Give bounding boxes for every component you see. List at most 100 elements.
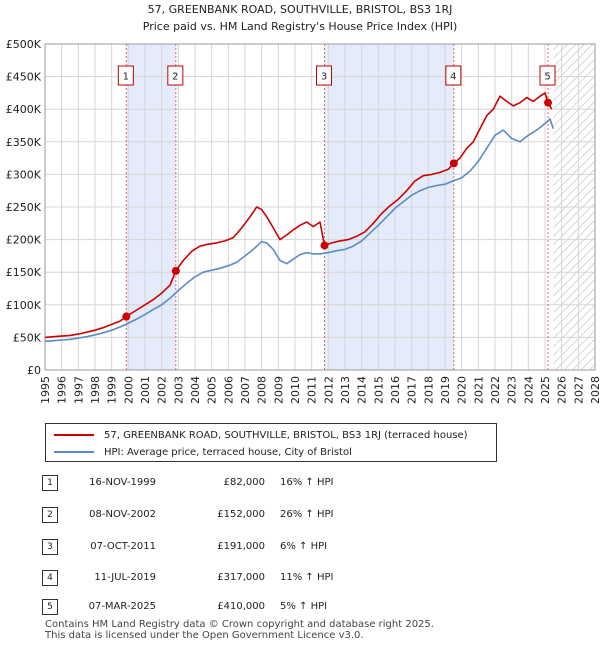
legend-label-hpi: HPI: Average price, terraced house, City… — [104, 446, 352, 458]
plot-border — [44, 43, 596, 371]
y-tick-label: £450K — [6, 71, 42, 84]
sale-label-box — [445, 65, 462, 86]
x-tick-label: 2015 — [372, 376, 385, 404]
sale-date: 16-NOV-1999 — [89, 477, 156, 488]
x-tick-label: 2011 — [306, 376, 319, 404]
sale-number-badge: 5 — [42, 599, 58, 615]
x-tick-label: 2003 — [172, 376, 185, 404]
x-tick-label: 2023 — [506, 376, 519, 404]
sale-point — [320, 241, 329, 250]
x-tick-label: 2028 — [589, 376, 600, 404]
x-tick-label: 2006 — [222, 376, 235, 404]
x-tick-label: 1999 — [106, 376, 119, 404]
sale-label: 2 — [172, 72, 178, 83]
sale-date: 11-JUL-2019 — [94, 572, 156, 583]
sale-price: £152,000 — [217, 509, 265, 520]
x-tick-label: 1997 — [72, 376, 85, 404]
x-tick-label: 2021 — [472, 376, 485, 404]
sale-price: £317,000 — [217, 572, 265, 583]
sale-date: 08-NOV-2002 — [89, 509, 156, 520]
sale-label: 5 — [544, 72, 550, 83]
x-tick-label: 2002 — [156, 376, 169, 404]
chart-title: 57, GREENBANK ROAD, SOUTHVILLE, BRISTOL,… — [148, 3, 453, 16]
legend-label-property: 57, GREENBANK ROAD, SOUTHVILLE, BRISTOL,… — [104, 429, 468, 441]
x-tick-label: 2024 — [522, 376, 535, 404]
x-tick-label: 2016 — [389, 376, 402, 404]
x-tick-label: 2004 — [189, 376, 202, 404]
price-chart: 57, GREENBANK ROAD, SOUTHVILLE, BRISTOL,… — [6, 3, 600, 404]
sale-label: 3 — [321, 72, 327, 83]
sale-number-badge: 1 — [42, 475, 58, 491]
hpi-line — [44, 118, 555, 343]
sale-label-box — [316, 65, 332, 86]
sale-date: 07-MAR-2025 — [88, 601, 156, 612]
x-tick-label: 2017 — [406, 376, 419, 404]
y-tick-label: £100K — [6, 299, 42, 312]
x-tick-label: 2027 — [572, 376, 585, 404]
sale-hpi-diff: 26% ↑ HPI — [280, 509, 334, 520]
x-tick-label: 1996 — [56, 376, 69, 404]
x-tick-label: 2001 — [139, 376, 152, 404]
x-tick-label: 2007 — [239, 376, 252, 404]
sale-price: £82,000 — [223, 477, 265, 488]
chart-legend: 57, GREENBANK ROAD, SOUTHVILLE, BRISTOL,… — [45, 423, 497, 462]
x-tick-label: 1995 — [39, 376, 52, 404]
x-tick-label: 2026 — [556, 376, 569, 404]
x-tick-label: 2020 — [456, 376, 469, 404]
sale-label-box — [117, 65, 134, 86]
legend-item-property: 57, GREENBANK ROAD, SOUTHVILLE, BRISTOL,… — [54, 428, 468, 442]
footer-licence: This data is licensed under the Open Gov… — [45, 630, 364, 641]
y-tick-label: £0 — [27, 364, 41, 377]
sale-number-badge: 4 — [42, 570, 58, 586]
legend-item-hpi: HPI: Average price, terraced house, City… — [54, 445, 352, 459]
sale-row: 2 08-NOV-2002 £152,000 26% ↑ HPI — [0, 507, 600, 525]
sale-point — [449, 159, 458, 168]
x-tick-label: 2012 — [322, 376, 335, 404]
x-tick-label: 2008 — [256, 376, 269, 404]
sale-hpi-diff: 6% ↑ HPI — [280, 541, 328, 552]
sale-row: 3 07-OCT-2011 £191,000 6% ↑ HPI — [0, 539, 600, 557]
y-tick-label: £250K — [6, 201, 42, 214]
x-tick-label: 2018 — [422, 376, 435, 404]
sale-hpi-diff: 11% ↑ HPI — [280, 572, 334, 583]
x-tick-label: 2009 — [272, 376, 285, 404]
sale-point — [544, 98, 552, 107]
y-tick-label: £500K — [6, 38, 42, 51]
legend-swatch-property — [54, 434, 94, 436]
sale-label-box — [539, 65, 556, 86]
property-price-line — [44, 92, 553, 339]
sale-point — [171, 266, 180, 275]
sale-price: £191,000 — [217, 541, 265, 552]
x-tick-label: 2019 — [439, 376, 452, 404]
legend-swatch-hpi — [54, 451, 94, 453]
sale-hpi-diff: 16% ↑ HPI — [280, 477, 334, 488]
x-tick-label: 2025 — [539, 376, 552, 404]
sale-row: 1 16-NOV-1999 £82,000 16% ↑ HPI — [0, 475, 600, 493]
sale-date: 07-OCT-2011 — [90, 541, 156, 552]
sale-price: £410,000 — [217, 601, 265, 612]
footer-copyright: Contains HM Land Registry data © Crown c… — [45, 619, 434, 630]
sale-hpi-diff: 5% ↑ HPI — [280, 601, 328, 612]
y-tick-label: £200K — [6, 234, 42, 247]
x-tick-label: 2010 — [289, 376, 302, 404]
y-tick-label: £350K — [6, 136, 42, 149]
sale-number-badge: 3 — [42, 539, 58, 555]
sale-row: 4 11-JUL-2019 £317,000 11% ↑ HPI — [0, 570, 600, 588]
x-tick-label: 2014 — [356, 376, 369, 404]
sale-label: 1 — [123, 72, 129, 83]
x-tick-label: 1998 — [89, 376, 102, 404]
y-tick-label: £150K — [6, 266, 42, 279]
sale-number-badge: 2 — [42, 507, 58, 523]
sale-row: 5 07-MAR-2025 £410,000 5% ↑ HPI — [0, 599, 600, 617]
y-tick-label: £300K — [6, 168, 42, 181]
x-tick-label: 2022 — [489, 376, 502, 404]
x-tick-label: 2005 — [206, 376, 219, 404]
chart-subtitle: Price paid vs. HM Land Registry's House … — [143, 20, 458, 33]
y-tick-label: £400K — [6, 103, 42, 116]
x-tick-label: 2000 — [122, 376, 135, 404]
footer: Contains HM Land Registry data © Crown c… — [45, 619, 434, 641]
sale-label: 4 — [450, 72, 456, 83]
y-tick-label: £50K — [13, 331, 42, 344]
sale-label-box — [167, 65, 184, 86]
sale-point — [122, 312, 131, 321]
